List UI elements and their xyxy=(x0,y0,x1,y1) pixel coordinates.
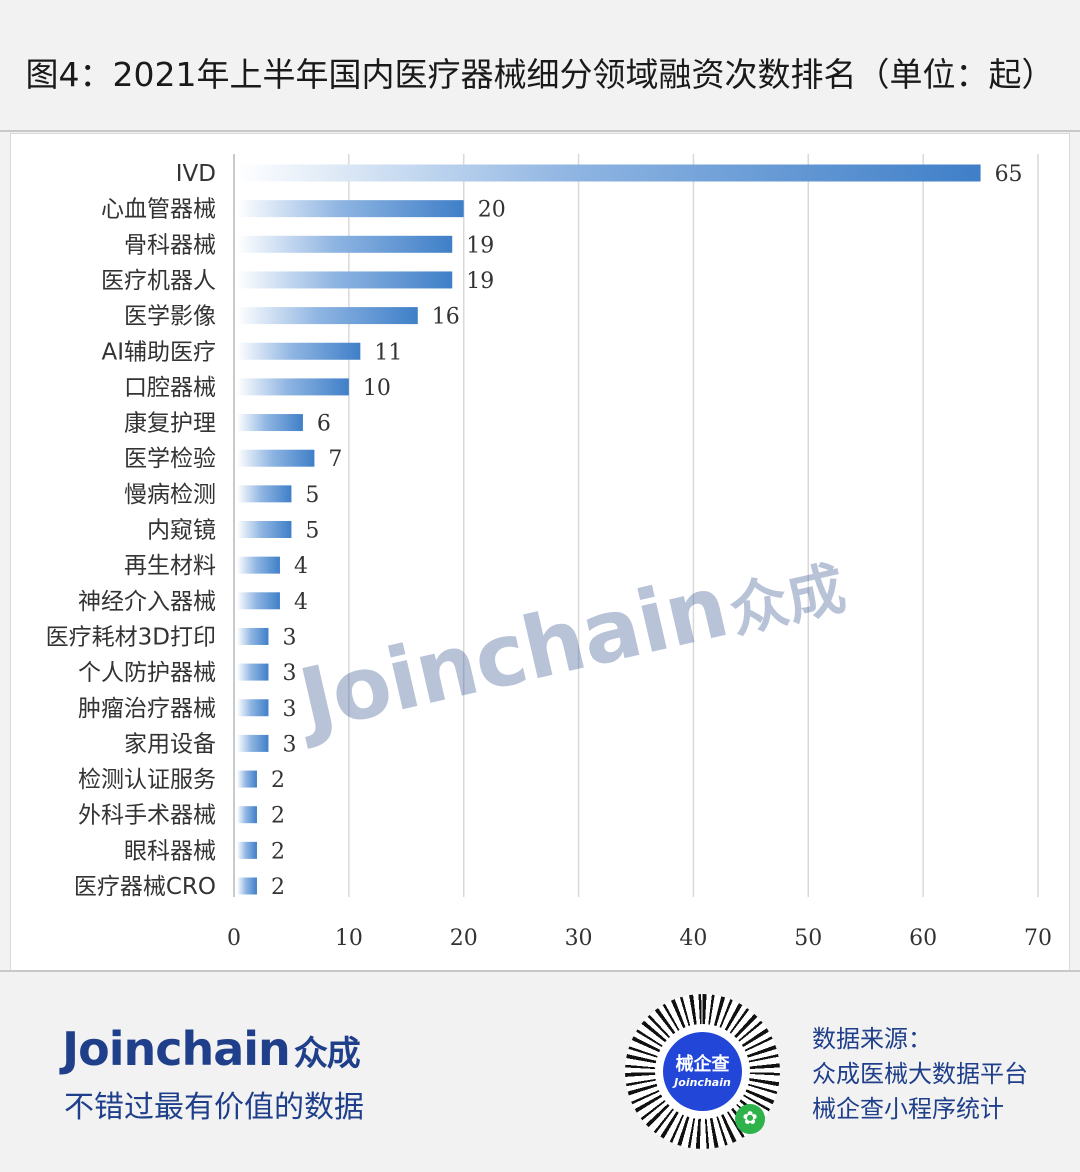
bar xyxy=(237,200,464,218)
data-label: 20 xyxy=(478,198,506,223)
data-label: 5 xyxy=(305,483,319,508)
data-label: 2 xyxy=(271,768,285,793)
data-label: 3 xyxy=(282,625,296,650)
bar xyxy=(237,663,269,681)
bar xyxy=(237,414,303,432)
data-label: 7 xyxy=(328,447,342,472)
qr-subtitle: Joinchain xyxy=(674,1076,731,1089)
qr-center-logo: 械企查 Joinchain xyxy=(663,1032,742,1111)
bar xyxy=(237,877,257,895)
bar xyxy=(237,521,292,538)
category-label: 医疗器械CRO xyxy=(74,874,216,900)
category-label: 医疗耗材3D打印 xyxy=(46,624,216,650)
data-label: 2 xyxy=(271,875,285,900)
bar xyxy=(237,734,269,752)
mini-program-qr-code[interactable]: 械企查 Joinchain ✿ xyxy=(625,994,780,1149)
bar xyxy=(237,164,981,182)
bar xyxy=(237,235,453,253)
data-label: 19 xyxy=(466,233,494,258)
category-label: 康复护理 xyxy=(124,411,216,437)
data-label: 10 xyxy=(363,376,391,401)
data-label: 6 xyxy=(317,412,331,437)
bar xyxy=(237,806,257,824)
category-label: 医疗机器人 xyxy=(101,268,216,294)
bar xyxy=(237,449,315,467)
x-tick-label: 0 xyxy=(227,926,241,951)
category-label: 内窥镜 xyxy=(147,518,216,544)
bar xyxy=(237,627,269,645)
category-label: 再生材料 xyxy=(124,553,216,579)
data-label: 3 xyxy=(282,732,296,757)
data-source: 数据来源： 众成医械大数据平台 械企查小程序统计 xyxy=(812,1022,1028,1127)
logo-cn: 众成 xyxy=(293,1034,361,1074)
data-label: 16 xyxy=(432,305,460,330)
category-label: 个人防护器械 xyxy=(78,660,216,686)
data-label: 3 xyxy=(282,661,296,686)
category-label: AI辅助医疗 xyxy=(101,339,216,365)
footer: Joinchain 众成 不错过最有价值的数据 械企查 Joinchain ✿ 数… xyxy=(0,970,1080,1172)
category-label: 肿瘤治疗器械 xyxy=(78,696,216,722)
qr-title: 械企查 xyxy=(675,1054,730,1075)
category-label: 神经介入器械 xyxy=(78,589,216,615)
category-label: IVD xyxy=(176,161,216,187)
bar xyxy=(237,841,257,859)
data-label: 11 xyxy=(374,340,402,365)
x-tick-label: 60 xyxy=(909,926,937,951)
x-tick-label: 40 xyxy=(679,926,707,951)
bar xyxy=(237,342,361,360)
bar xyxy=(237,699,269,717)
data-label: 3 xyxy=(282,697,296,722)
data-label: 2 xyxy=(271,804,285,829)
data-label: 19 xyxy=(466,269,494,294)
category-label: 眼科器械 xyxy=(124,838,216,864)
bar xyxy=(237,271,453,289)
header: 图4：2021年上半年国内医疗器械细分领域融资次数排名（单位：起） xyxy=(0,0,1080,132)
source-line-1: 数据来源： xyxy=(812,1025,932,1053)
bar xyxy=(237,556,280,574)
bar xyxy=(237,378,349,396)
x-tick-label: 70 xyxy=(1024,926,1052,951)
bar xyxy=(237,307,418,325)
category-label: 慢病检测 xyxy=(124,482,216,508)
category-label: 家用设备 xyxy=(124,731,216,757)
data-label: 4 xyxy=(294,554,308,579)
mini-program-icon: ✿ xyxy=(735,1104,765,1134)
category-label: 心血管器械 xyxy=(101,197,216,223)
data-label: 5 xyxy=(305,519,319,544)
bar xyxy=(237,770,257,788)
bar xyxy=(237,485,292,503)
x-tick-label: 20 xyxy=(450,926,478,951)
chart-title: 图4：2021年上半年国内医疗器械细分领域融资次数排名（单位：起） xyxy=(25,55,1055,94)
x-tick-label: 10 xyxy=(335,926,363,951)
chart-area: 0 10 20 30 40 50 60 70 IVD 65 心血管器械 20 骨科器械 19 医疗机器人 19… xyxy=(10,133,1070,971)
data-label: 4 xyxy=(294,590,308,615)
data-label: 2 xyxy=(271,839,285,864)
category-label: 医学影像 xyxy=(124,304,216,330)
category-label: 医学检验 xyxy=(124,446,216,472)
category-label: 骨科器械 xyxy=(124,232,216,258)
x-tick-label: 30 xyxy=(565,926,593,951)
category-label: 口腔器械 xyxy=(124,375,216,401)
source-line-3: 械企查小程序统计 xyxy=(812,1095,1004,1123)
data-label: 65 xyxy=(995,162,1023,187)
source-line-2: 众成医械大数据平台 xyxy=(812,1060,1028,1088)
bar xyxy=(237,592,280,610)
brand-logo: Joinchain 众成 xyxy=(62,1022,361,1076)
logo-latin: Joinchain xyxy=(62,1022,291,1076)
category-label: 外科手术器械 xyxy=(78,803,216,829)
x-tick-label: 50 xyxy=(794,926,822,951)
slogan: 不错过最有价值的数据 xyxy=(64,1090,364,1125)
category-label: 检测认证服务 xyxy=(78,767,216,793)
